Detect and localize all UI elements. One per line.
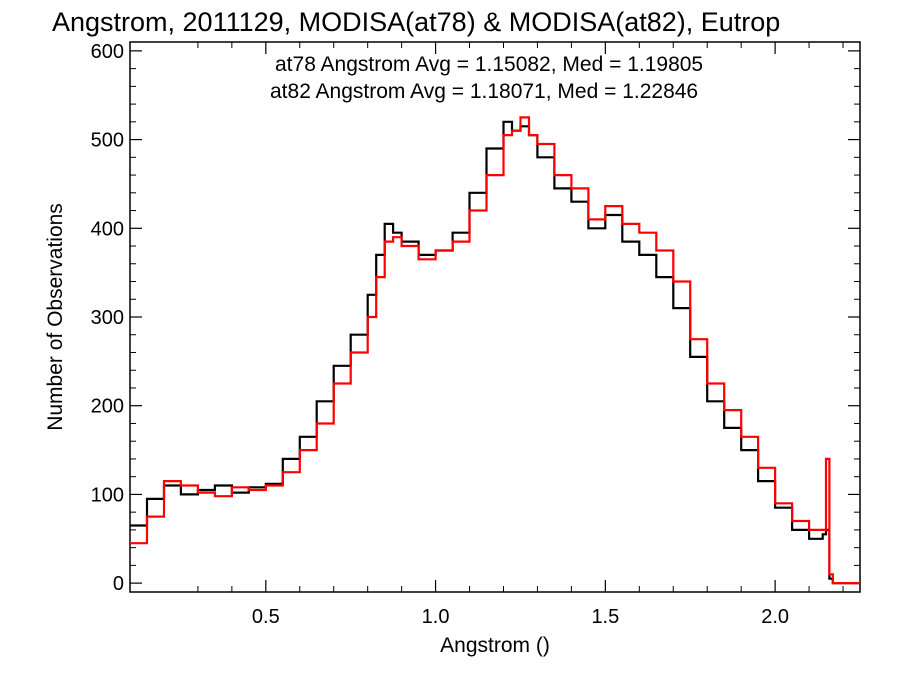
series-layer <box>130 116 860 585</box>
plot-frame <box>129 41 861 593</box>
y-axis-tick-labels: 0 100 200 300 400 500 600 <box>91 41 124 595</box>
y-tick-label: 400 <box>91 218 124 240</box>
stats-label-at82: at82 Angstrom Avg = 1.18071, Med = 1.228… <box>270 80 698 103</box>
y-tick-label: 200 <box>91 396 124 418</box>
x-axis-title: Angstrom () <box>440 634 550 657</box>
x-tick-label: 2.0 <box>761 606 789 628</box>
y-axis-title: Number of Observations <box>44 203 67 431</box>
y-tick-label: 500 <box>91 130 124 152</box>
x-tick-label: 1.0 <box>422 606 450 628</box>
series-at82 <box>130 116 860 585</box>
y-tick-label: 600 <box>91 41 124 63</box>
chart-title: Angstrom, 2011129, MODISA(at78) & MODISA… <box>52 7 780 37</box>
series-at78 <box>130 120 860 585</box>
y-tick-label: 100 <box>91 484 124 506</box>
x-axis-ticks <box>197 42 844 592</box>
x-tick-label: 1.5 <box>591 606 619 628</box>
y-axis-ticks <box>130 50 860 584</box>
stats-label-at78: at78 Angstrom Avg = 1.15082, Med = 1.198… <box>275 53 703 76</box>
y-tick-label: 0 <box>113 573 124 595</box>
y-tick-label: 300 <box>91 307 124 329</box>
x-tick-label: 0.5 <box>252 606 280 628</box>
x-axis-tick-labels: 0.5 1.0 1.5 2.0 <box>252 606 789 628</box>
